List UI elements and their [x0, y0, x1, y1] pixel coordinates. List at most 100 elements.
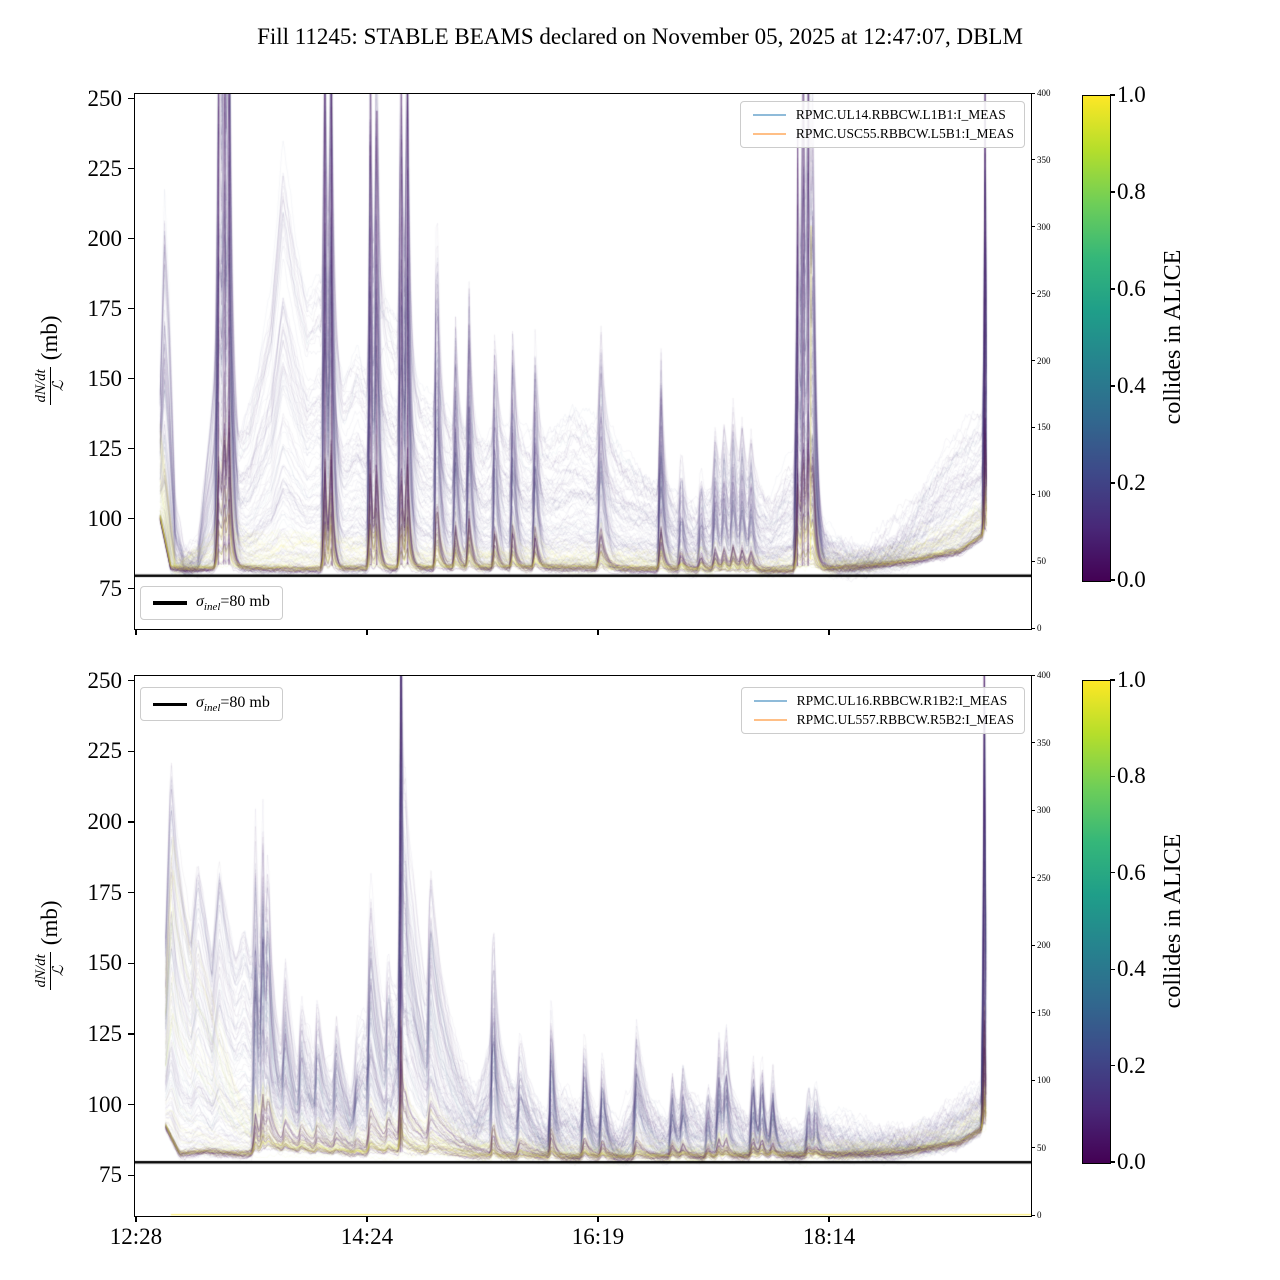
- legend-label: RPMC.UL14.RBBCW.L1B1:I_MEAS: [795, 107, 1006, 122]
- beam2-xtick-mark: [828, 1216, 830, 1222]
- beam2-ytick-label-75: 75: [99, 1162, 122, 1188]
- beam1-ytick-label-100: 100: [87, 505, 123, 531]
- beam2-cbtick-label-0.4: 0.4: [1117, 956, 1146, 982]
- beam2-ytick-mark: [128, 750, 134, 752]
- beam1-y2tick-mark: [1031, 493, 1035, 495]
- beam2-y2tick-mark: [1031, 742, 1035, 743]
- beam1-colorbar-label: collides in ALICE: [1159, 249, 1186, 425]
- beam2-ytick-label-150: 150: [87, 950, 123, 976]
- beam1-xtick-mark: [135, 629, 137, 635]
- beam1-y2tick-label-150: 150: [1037, 422, 1051, 433]
- beam2-axes: RPMC.UL16.RBBCW.R1B2:I_MEAS RPMC.UL557.R…: [134, 675, 1032, 1217]
- beam2-ytick-mark: [128, 680, 134, 682]
- beam1-ytick-mark: [128, 168, 134, 170]
- beam1-ytick-label-75: 75: [99, 575, 122, 601]
- y-axis-fraction: dN/dt ℒ: [33, 952, 67, 990]
- beam2-ytick-mark: [128, 821, 134, 823]
- beam1-y2tick-label-300: 300: [1037, 221, 1051, 232]
- beam1-y2tick-mark: [1031, 560, 1035, 562]
- beam1-ytick-label-250: 250: [87, 85, 123, 111]
- beam2-ytick-mark: [128, 892, 134, 894]
- beam1-y2tick-mark: [1031, 426, 1035, 428]
- beam2-ytick-label-100: 100: [87, 1091, 123, 1117]
- beam1-ytick-mark: [128, 518, 134, 520]
- beam1-ytick-mark: [128, 308, 134, 310]
- sigma-label: σinel=80 mb: [196, 592, 270, 613]
- beam1-colorbar: [1082, 95, 1111, 582]
- beam2-ytick-mark: [128, 962, 134, 964]
- beam1-cbtick-mark: [1110, 94, 1115, 96]
- beam1-ytick-label-225: 225: [87, 155, 123, 181]
- beam1-y2tick-mark: [1031, 360, 1035, 361]
- beam1-y2tick-label-200: 200: [1037, 355, 1051, 366]
- beam2-xtick-label-12:28: 12:28: [109, 1224, 163, 1249]
- beam2-y2tick-label-0: 0: [1037, 1210, 1042, 1220]
- beam1-ytick-mark: [128, 238, 134, 240]
- figure-title: Fill 11245: STABLE BEAMS declared on Nov…: [257, 24, 1023, 49]
- beam2-y2tick-mark: [1031, 1214, 1035, 1216]
- beam1-y2tick-label-100: 100: [1037, 489, 1051, 500]
- beam2-cbtick-mark: [1110, 1065, 1115, 1067]
- y-axis-fraction: dN/dt ℒ: [33, 367, 67, 405]
- beam2-y2tick-label-250: 250: [1037, 872, 1051, 883]
- beam1-y2tick-label-0: 0: [1037, 623, 1042, 633]
- beam1-y2tick-mark: [1031, 293, 1035, 295]
- sigma-label: σinel=80 mb: [196, 694, 270, 715]
- beam2-cbtick-mark: [1110, 775, 1115, 777]
- legend-line-sample: [753, 700, 787, 702]
- beam2-y2tick-mark: [1031, 1012, 1035, 1013]
- beam1-axes: RPMC.UL14.RBBCW.L1B1:I_MEAS RPMC.USC55.R…: [134, 93, 1032, 630]
- beam2-y2tick-label-100: 100: [1037, 1075, 1051, 1085]
- beam1-cbtick-mark: [1110, 482, 1115, 484]
- beam2-y2tick-label-150: 150: [1037, 1007, 1051, 1018]
- beam2-xtick-mark: [597, 1216, 599, 1222]
- legend-entry: RPMC.UL14.RBBCW.L1B1:I_MEAS: [752, 107, 1014, 123]
- beam1-cbtick-label-0.0: 0.0: [1117, 567, 1146, 592]
- beam1-ytick-label-175: 175: [87, 295, 123, 321]
- beam1-cbtick-label-0.2: 0.2: [1117, 470, 1146, 495]
- beam2-cbtick-label-0.0: 0.0: [1117, 1149, 1146, 1174]
- beam1-y2tick-label-350: 350: [1037, 154, 1051, 165]
- beam1-cbtick-label-0.4: 0.4: [1117, 373, 1146, 398]
- beam2-y2tick-label-350: 350: [1037, 737, 1051, 748]
- beam2-cbtick-label-0.8: 0.8: [1117, 763, 1146, 789]
- beam1-xtick-mark: [828, 629, 830, 635]
- beam1-y2tick-label-400: 400: [1037, 88, 1051, 98]
- beam1-y2tick-mark: [1031, 226, 1035, 228]
- beam2-y2tick-label-50: 50: [1037, 1142, 1046, 1153]
- beam2-cbtick-mark: [1110, 679, 1115, 681]
- beam1-plot-canvas: [135, 94, 1031, 629]
- beam2-cbtick-mark: [1110, 968, 1115, 970]
- beam1-xtick-mark: [597, 629, 599, 635]
- beam2-cbtick-mark: [1110, 872, 1115, 874]
- beam2-ytick-mark: [128, 1174, 134, 1176]
- sigma-line-sample: [153, 601, 187, 605]
- legend-line-sample: [753, 719, 787, 721]
- beam2-xtick-mark: [366, 1216, 368, 1222]
- beam1-y2tick-mark: [1031, 92, 1035, 94]
- beam1-ytick-mark: [128, 448, 134, 450]
- beam2-colorbar-label: collides in ALICE: [1159, 833, 1186, 1009]
- beam2-y2tick-mark: [1031, 1079, 1035, 1081]
- beam1-y2tick-label-50: 50: [1037, 556, 1046, 567]
- beam2-y2tick-mark: [1031, 674, 1035, 676]
- beam2-xtick-label-16:19: 16:19: [571, 1224, 625, 1249]
- beam2-ytick-label-250: 250: [87, 667, 123, 693]
- legend-line-sample: [752, 133, 786, 135]
- beam2-ytick-label-175: 175: [87, 879, 123, 905]
- beam1-cbtick-label-0.6: 0.6: [1117, 276, 1146, 301]
- legend-entry: RPMC.USC55.RBBCW.L5B1:I_MEAS: [752, 126, 1014, 142]
- beam2-legend: RPMC.UL16.RBBCW.R1B2:I_MEAS RPMC.UL557.R…: [740, 687, 1025, 734]
- beam2-y2tick-label-400: 400: [1037, 670, 1051, 680]
- beam1-y2tick-mark: [1031, 627, 1035, 629]
- beam2-y2tick-mark: [1031, 1147, 1035, 1148]
- beam2-cbtick-label-0.6: 0.6: [1117, 859, 1146, 885]
- beam2-xtick-label-18:14: 18:14: [802, 1224, 856, 1249]
- beam2-y2tick-mark: [1031, 809, 1035, 811]
- beam1-sigma-legend: σinel=80 mb: [140, 585, 283, 620]
- beam2-y2tick-mark: [1031, 944, 1035, 946]
- beam1-ytick-label-125: 125: [87, 435, 123, 461]
- beam2-xtick-label-14:24: 14:24: [340, 1224, 394, 1249]
- beam2-plot-canvas: [135, 676, 1031, 1216]
